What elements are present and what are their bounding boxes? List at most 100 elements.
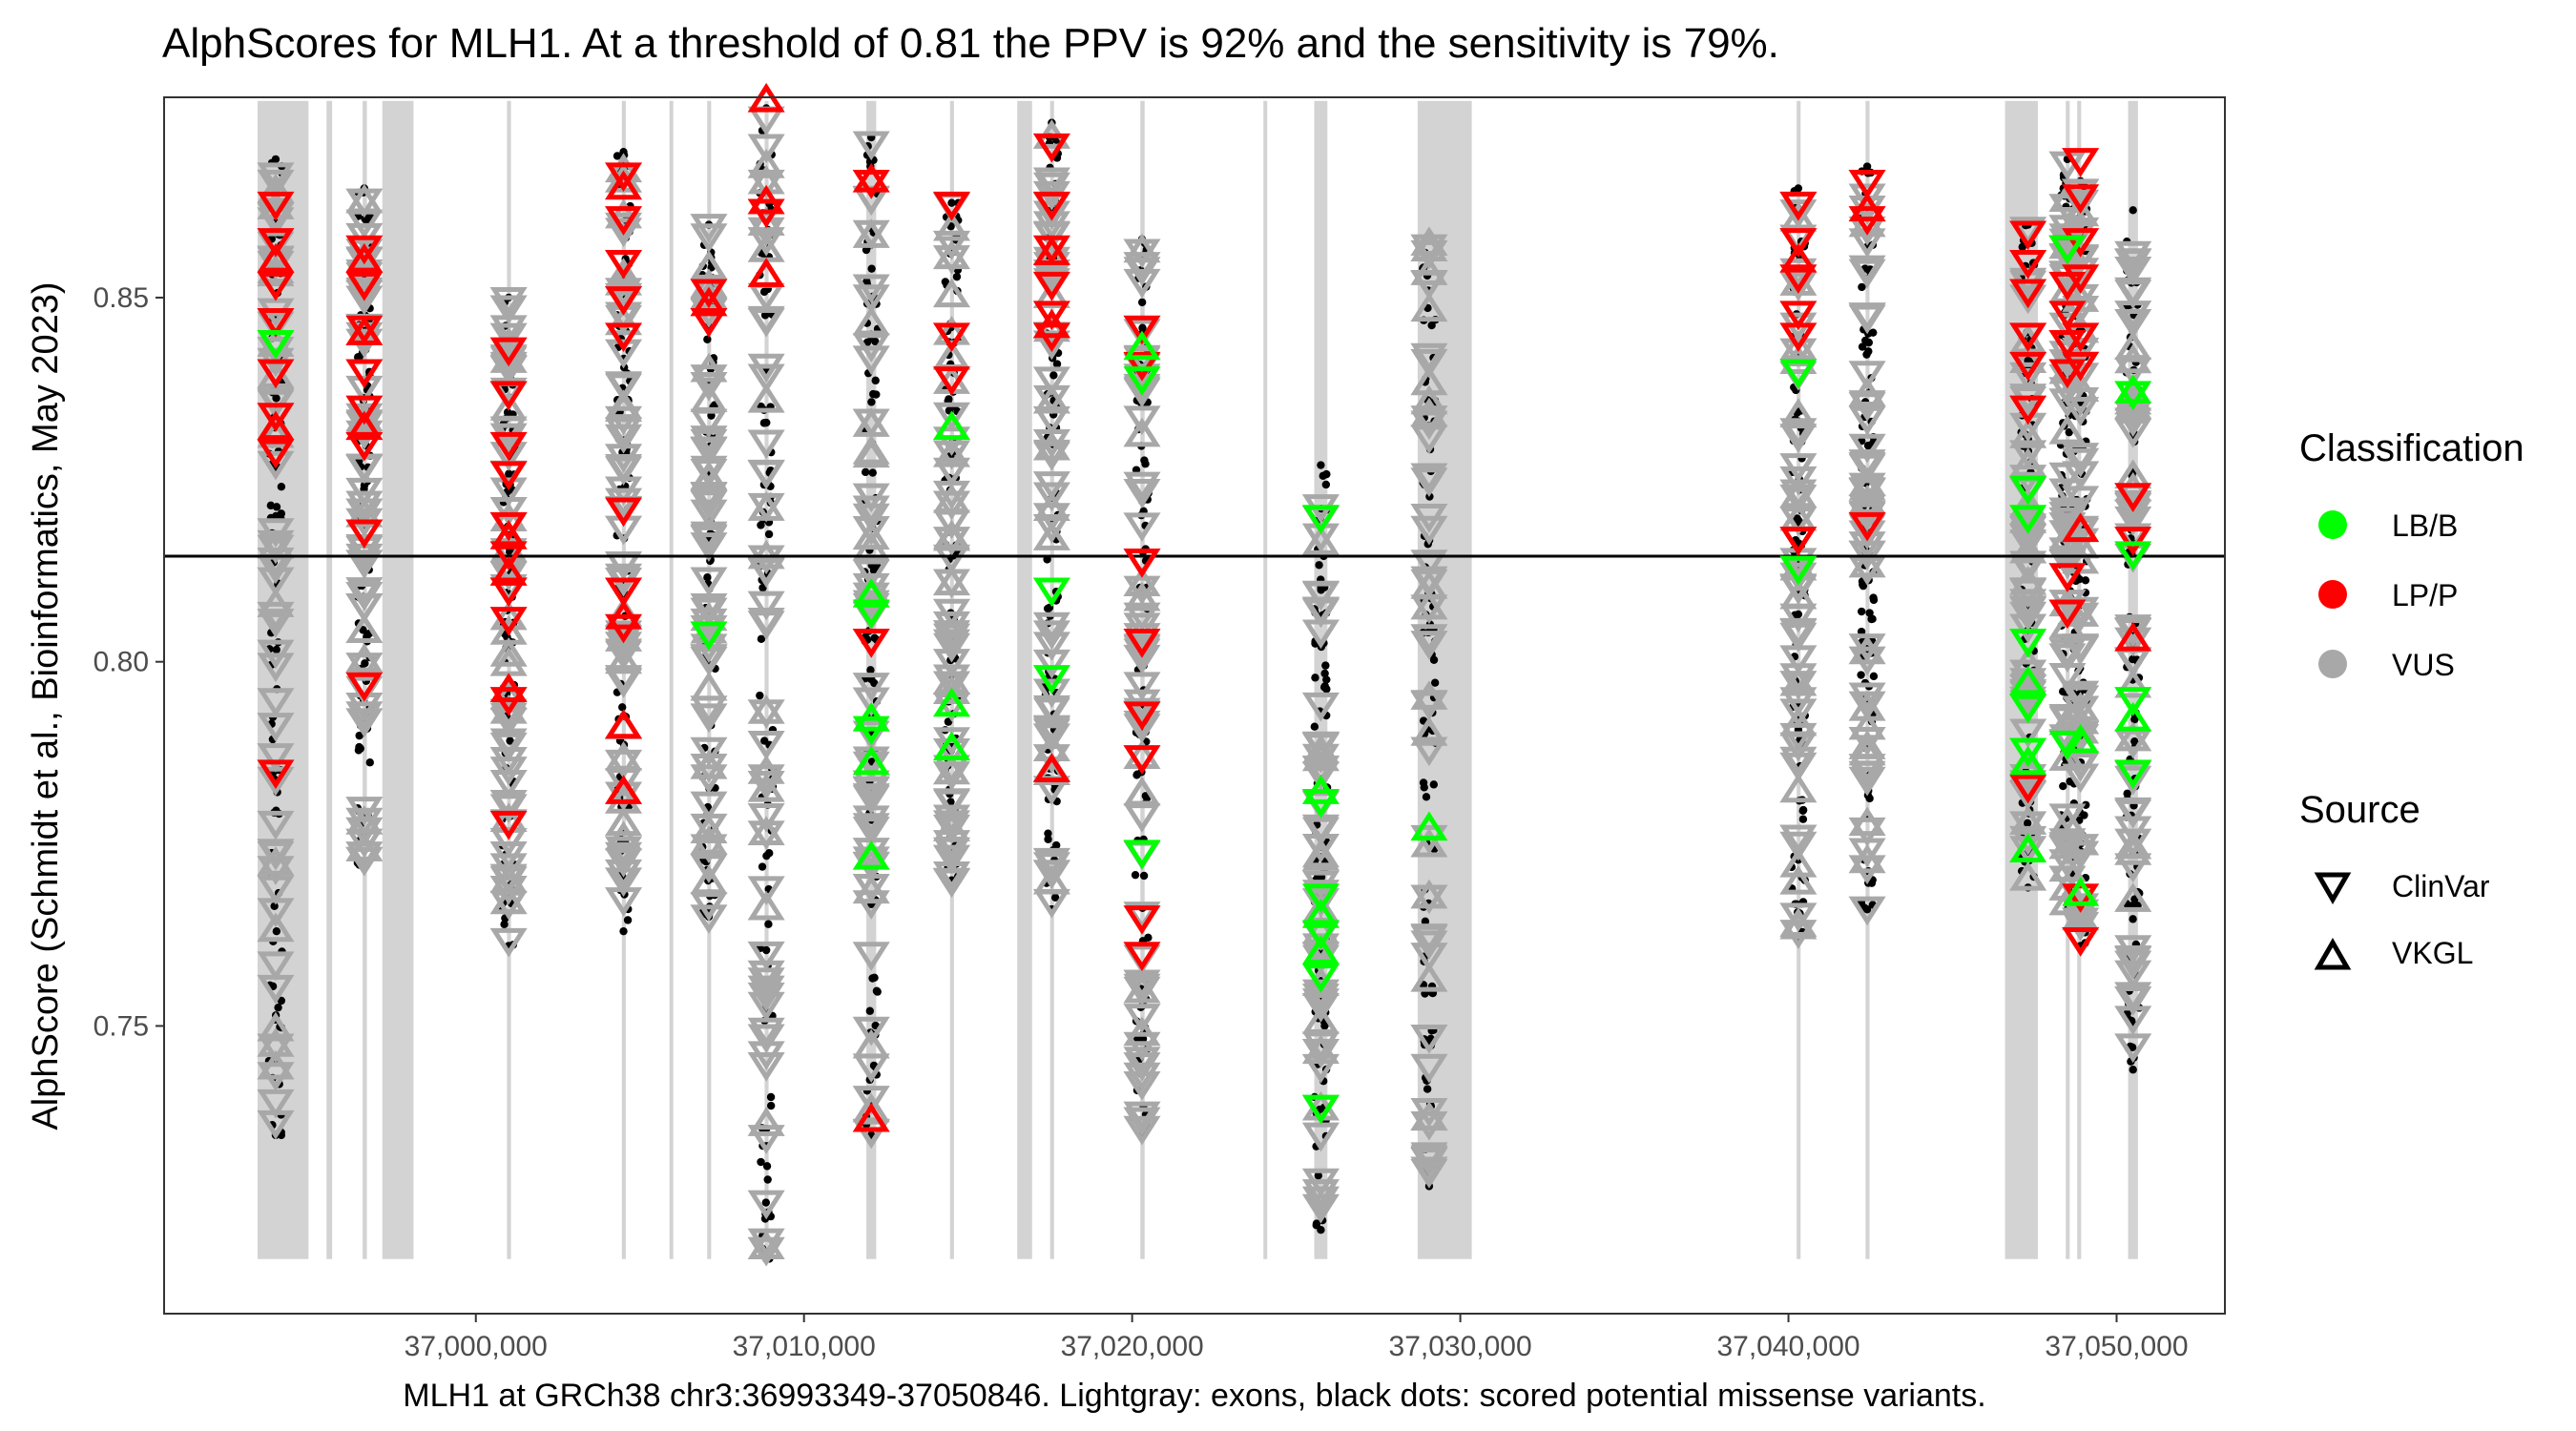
vus-marker — [604, 820, 643, 851]
missense-dot — [1317, 461, 1325, 469]
vus-marker — [690, 437, 728, 467]
vus-marker — [2062, 189, 2100, 219]
lbb-clinvar-marker — [2114, 687, 2152, 716]
vus-marker — [2062, 834, 2100, 863]
missense-dot — [619, 926, 628, 936]
vus-marker — [2114, 1033, 2152, 1064]
vus-marker — [1123, 233, 1161, 263]
vus-marker — [1301, 1193, 1340, 1224]
vus-marker — [1848, 433, 1886, 464]
legend-source-title: Source — [2299, 789, 2420, 831]
vus-marker — [747, 492, 785, 523]
lpp-clinvar-marker — [257, 228, 295, 258]
vus-marker — [690, 864, 728, 895]
vus-marker — [257, 840, 295, 871]
missense-dot — [355, 352, 364, 362]
missense-dot — [870, 678, 879, 688]
missense-dot — [764, 529, 774, 539]
vus-marker — [1410, 827, 1448, 858]
lpp-clinvar-marker — [489, 381, 528, 411]
legend-vus-swatch — [2318, 650, 2347, 678]
vus-marker — [2114, 960, 2152, 990]
vus-marker — [1848, 730, 1886, 759]
vus-marker — [345, 592, 384, 623]
vus-marker — [1301, 598, 1340, 629]
lpp-vkgl-marker — [345, 316, 384, 345]
missense-dot — [1862, 905, 1872, 914]
missense-dot — [1317, 586, 1325, 594]
x-tick-label: 37,000,000 — [405, 1331, 548, 1362]
vus-marker — [257, 207, 295, 238]
vus-marker — [1848, 377, 1886, 407]
lbb-clinvar-marker — [257, 329, 295, 360]
vus-marker — [747, 383, 785, 413]
vus-marker — [1123, 479, 1161, 508]
lpp-clinvar-marker — [2062, 264, 2100, 294]
vus-marker — [2048, 643, 2087, 674]
vus-marker — [932, 727, 971, 757]
missense-dot — [1321, 480, 1331, 489]
lpp-clinvar-marker — [2009, 395, 2047, 425]
missense-dot — [1427, 321, 1436, 330]
vus-marker — [1779, 773, 1818, 803]
vus-marker — [604, 848, 643, 878]
vus-marker — [2114, 798, 2152, 829]
vus-marker — [489, 477, 528, 508]
missense-dot — [865, 1006, 875, 1015]
vus-marker — [747, 695, 785, 724]
missense-dot — [952, 272, 962, 281]
lpp-clinvar-marker — [1848, 169, 1886, 199]
vus-marker — [2062, 695, 2100, 726]
vus-marker — [489, 840, 528, 871]
missense-dot — [623, 916, 633, 924]
missense-dot — [1861, 336, 1870, 345]
vus-marker — [747, 169, 785, 199]
vus-marker — [2062, 763, 2100, 794]
lpp-clinvar-marker — [2009, 279, 2047, 309]
vus-marker — [2009, 780, 2047, 811]
missense-dot — [1140, 456, 1149, 465]
vus-marker — [257, 518, 295, 548]
vus-marker — [1032, 612, 1070, 642]
missense-dot — [277, 996, 286, 1006]
lbb-clinvar-marker — [1301, 1094, 1340, 1125]
lpp-vkgl-marker — [1848, 192, 1886, 222]
vus-marker — [345, 188, 384, 218]
missense-dot — [1050, 893, 1060, 902]
vus-marker — [257, 548, 295, 577]
lbb-clinvar-marker — [852, 599, 890, 630]
vus-marker — [1848, 477, 1886, 507]
missense-dot — [1858, 342, 1867, 351]
missense-dot — [1863, 441, 1873, 450]
vus-marker — [1032, 279, 1070, 308]
lpp-vkgl-marker — [489, 673, 528, 703]
vus-marker — [1032, 649, 1070, 679]
vus-marker — [1410, 397, 1448, 427]
vus-marker — [1848, 259, 1886, 289]
vus-marker — [2062, 443, 2100, 472]
missense-dot — [2080, 811, 2088, 819]
vus-marker — [747, 1230, 785, 1260]
vus-marker — [932, 737, 971, 768]
vus-marker — [345, 708, 384, 738]
vus-marker — [1410, 1025, 1448, 1054]
vus-marker — [1123, 1016, 1161, 1047]
vus-marker — [852, 520, 890, 550]
vus-marker — [1779, 199, 1818, 229]
vus-marker — [345, 375, 384, 405]
lpp-clinvar-marker — [2009, 774, 2047, 804]
vus-marker — [345, 577, 384, 607]
vus-marker — [1848, 843, 1886, 874]
vus-marker — [1848, 691, 1886, 721]
missense-dot — [359, 626, 367, 634]
lbb-clinvar-marker — [1301, 505, 1340, 534]
vus-marker — [852, 1092, 890, 1123]
missense-dot — [756, 691, 764, 700]
lpp-vkgl-marker — [257, 242, 295, 273]
vus-marker — [747, 459, 785, 489]
vus-marker — [852, 345, 890, 376]
vus-marker — [2062, 178, 2100, 209]
vus-marker — [604, 373, 643, 404]
vus-marker — [852, 530, 890, 561]
vus-marker — [2114, 882, 2152, 912]
